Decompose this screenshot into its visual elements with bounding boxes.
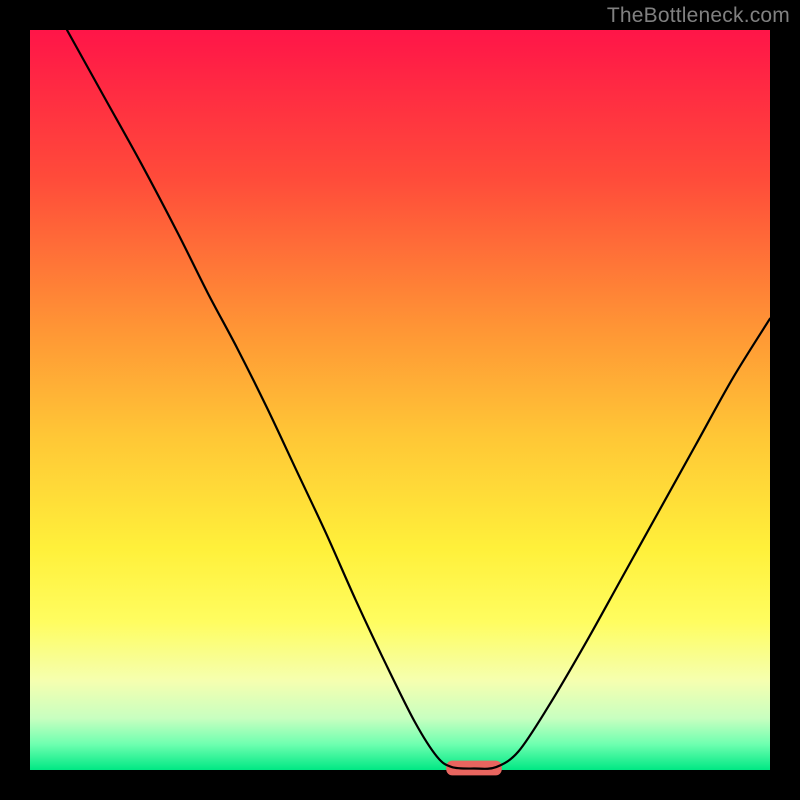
plot-background xyxy=(30,30,770,770)
bottleneck-chart xyxy=(0,0,800,800)
chart-container: TheBottleneck.com xyxy=(0,0,800,800)
watermark-text: TheBottleneck.com xyxy=(607,4,790,28)
